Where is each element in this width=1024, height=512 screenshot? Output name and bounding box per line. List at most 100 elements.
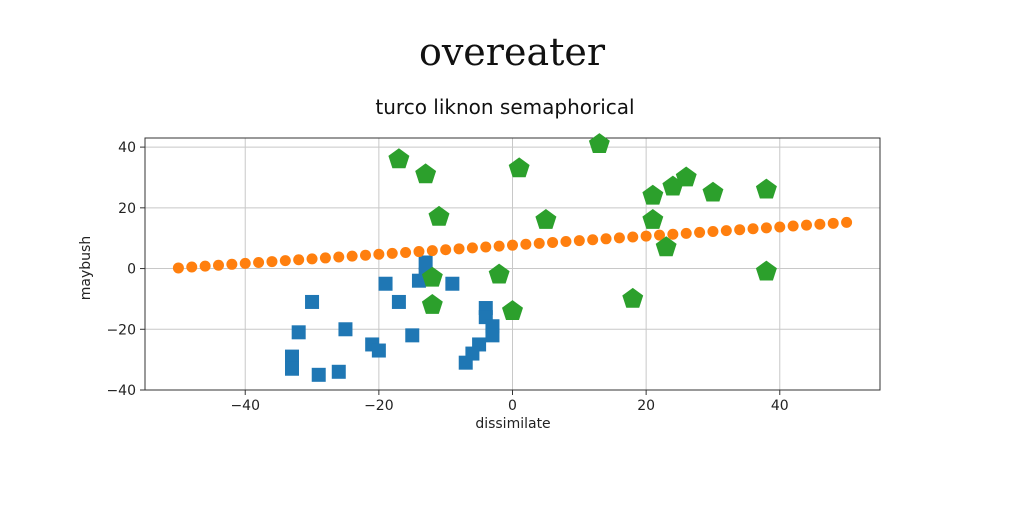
- circle-marker: [694, 226, 706, 238]
- circle-marker: [199, 260, 211, 272]
- circle-marker: [413, 246, 425, 258]
- circle-marker: [547, 236, 559, 248]
- circle-marker: [172, 262, 184, 274]
- pentagon-marker: [588, 133, 610, 153]
- circle-marker: [667, 228, 679, 240]
- circle-marker: [801, 219, 812, 231]
- pentagon-marker: [421, 294, 443, 314]
- circle-marker: [627, 231, 639, 243]
- circle-marker: [680, 227, 692, 239]
- square-marker: [485, 328, 500, 343]
- circle-marker: [587, 234, 599, 246]
- circle-marker: [720, 225, 732, 237]
- circle-marker: [493, 240, 505, 252]
- square-marker: [405, 328, 420, 343]
- circle-marker: [453, 243, 465, 255]
- circle-marker: [480, 241, 492, 253]
- circle-marker: [239, 257, 251, 269]
- circle-marker: [640, 230, 652, 242]
- pentagon-marker: [642, 209, 664, 229]
- circle-marker: [560, 236, 572, 248]
- pentagon-marker: [675, 166, 697, 187]
- circle-marker: [654, 229, 665, 241]
- square-marker: [285, 361, 299, 376]
- pentagon-marker: [702, 181, 724, 202]
- circle-marker: [360, 249, 371, 261]
- circle-marker: [827, 217, 839, 229]
- pentagon-marker: [655, 236, 677, 257]
- pentagon-marker: [421, 266, 443, 287]
- data-points: [172, 133, 853, 382]
- circle-marker: [520, 238, 532, 250]
- circle-marker: [707, 226, 719, 238]
- square-marker: [311, 367, 326, 382]
- pentagon-marker: [755, 260, 777, 281]
- circle-marker: [613, 232, 625, 244]
- y-tick-label: −20: [106, 322, 136, 338]
- circle-marker: [266, 256, 278, 268]
- circle-marker: [213, 259, 224, 271]
- pentagon-marker: [508, 157, 530, 178]
- y-tick-label: −40: [106, 383, 136, 399]
- circle-marker: [466, 242, 478, 254]
- pentagon-marker: [488, 263, 510, 284]
- square-marker: [418, 255, 433, 270]
- figure-suptitle: overeater: [418, 30, 606, 74]
- circle-marker: [507, 239, 518, 251]
- y-tick-label: 0: [127, 262, 136, 278]
- circle-marker: [373, 248, 385, 260]
- square-marker: [285, 349, 299, 364]
- y-axis-label: maybush: [78, 236, 94, 300]
- pentagon-marker: [642, 184, 664, 205]
- square-marker: [445, 276, 460, 291]
- circle-marker: [306, 253, 318, 265]
- circle-marker: [774, 221, 786, 233]
- x-tick-label: −40: [230, 398, 260, 414]
- circle-marker: [226, 258, 238, 270]
- square-marker: [371, 343, 386, 358]
- circle-marker: [386, 247, 398, 259]
- x-axis-label: dissimilate: [475, 416, 550, 432]
- pentagon-marker: [415, 163, 437, 184]
- circle-marker: [319, 252, 331, 264]
- square-marker: [378, 276, 393, 291]
- chart-title: turco liknon semaphorical: [375, 95, 635, 119]
- circle-marker: [814, 218, 826, 230]
- circle-marker: [600, 233, 612, 245]
- axis-ticks: −40 −20 0 20 40 −40 −20 0 20 40: [106, 140, 788, 414]
- circle-marker: [787, 220, 799, 232]
- pentagon-marker: [535, 209, 557, 229]
- square-marker: [391, 294, 406, 309]
- pentagon-marker: [428, 205, 450, 226]
- circle-marker: [533, 237, 545, 249]
- circle-marker: [333, 251, 345, 263]
- pentagon-marker: [622, 287, 644, 308]
- square-marker: [291, 325, 306, 340]
- square-marker: [458, 355, 473, 370]
- circle-marker: [279, 255, 291, 267]
- square-marker: [331, 364, 346, 379]
- x-tick-label: 0: [508, 398, 517, 414]
- circle-marker: [293, 254, 305, 266]
- circle-marker: [346, 250, 358, 262]
- pentagon-marker: [755, 178, 777, 199]
- square-marker: [338, 322, 353, 337]
- pentagon-marker: [388, 148, 410, 169]
- circle-marker: [573, 235, 585, 247]
- x-tick-label: −20: [364, 398, 394, 414]
- square-marker: [305, 294, 320, 309]
- circle-marker: [734, 224, 746, 236]
- circle-marker: [747, 223, 759, 235]
- circle-marker: [760, 222, 772, 234]
- circle-marker: [440, 244, 452, 256]
- y-tick-label: 20: [118, 201, 136, 217]
- x-tick-label: 40: [771, 398, 789, 414]
- x-tick-label: 20: [637, 398, 655, 414]
- y-tick-label: 40: [118, 140, 136, 156]
- circle-marker: [400, 246, 412, 258]
- pentagon-marker: [502, 300, 523, 320]
- circle-marker: [186, 261, 198, 273]
- circle-marker: [841, 216, 853, 228]
